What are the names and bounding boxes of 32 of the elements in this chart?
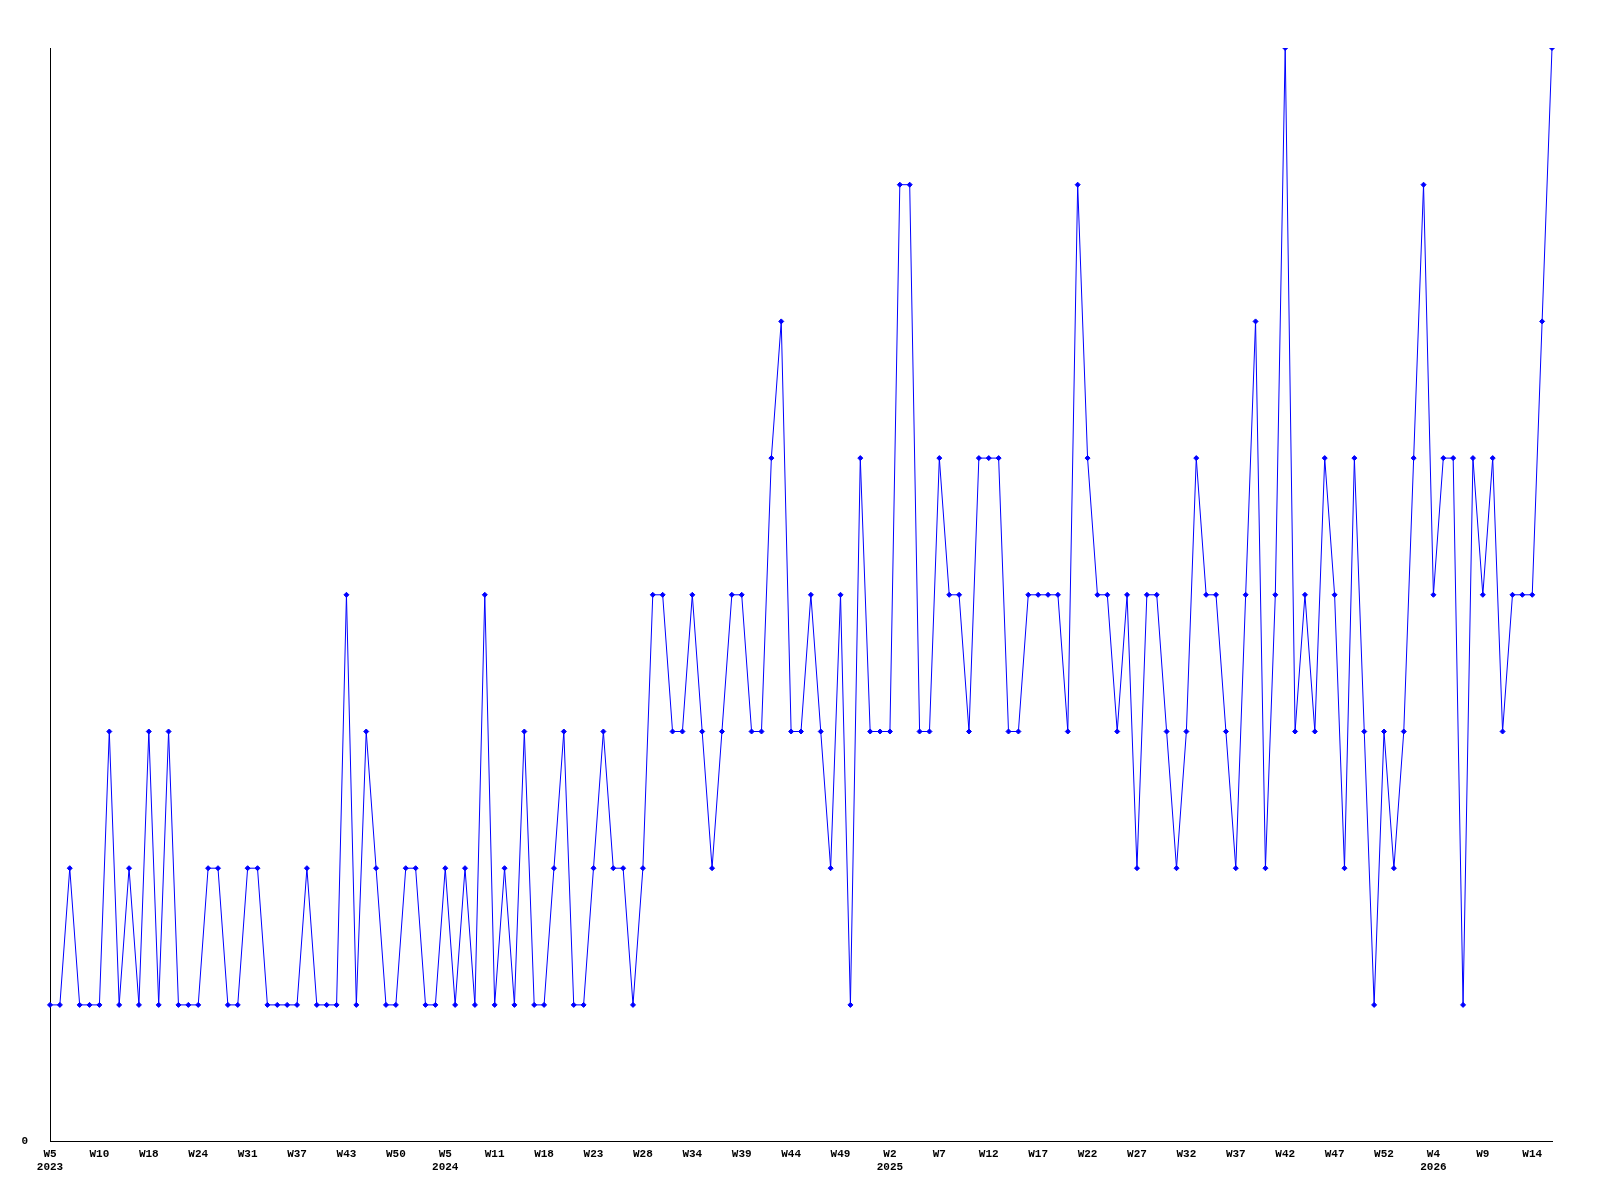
x-tick-label: W2 2025 xyxy=(876,1147,904,1174)
x-tick-label: W24 xyxy=(188,1147,209,1160)
x-tick-label: W12 xyxy=(978,1147,999,1160)
x-tick-label: W32 xyxy=(1176,1147,1197,1160)
x-tick-label: W7 xyxy=(932,1147,946,1160)
x-tick-label: W5 2024 xyxy=(432,1147,459,1174)
x-tick-label: W31 xyxy=(237,1147,258,1160)
text: 0 xyxy=(21,1135,28,1148)
x-tick-label: W43 xyxy=(336,1147,357,1160)
x-tick-label: W18 xyxy=(534,1147,555,1160)
x-tick-label: W22 xyxy=(1077,1147,1098,1160)
x-tick-label: W23 xyxy=(583,1147,604,1160)
x-tick-label: W4 2026 xyxy=(1420,1147,1447,1174)
x-tick-label: W9 xyxy=(1476,1147,1490,1160)
x-tick-label: W11 xyxy=(484,1147,505,1160)
x-tick-label: W37 xyxy=(1225,1147,1246,1160)
x-tick-label: W49 xyxy=(830,1147,851,1160)
x-tick-label: W17 xyxy=(1028,1147,1049,1160)
x-tick-label: W14 xyxy=(1522,1147,1543,1160)
x-tick-label: W34 xyxy=(682,1147,703,1160)
x-tick-label: W28 xyxy=(632,1147,654,1160)
x-tick-label: W50 xyxy=(385,1147,406,1160)
x-tick-label: W52 xyxy=(1374,1147,1394,1160)
x-tick-label: W10 xyxy=(89,1147,110,1160)
x-tick-label: W44 xyxy=(781,1147,802,1160)
x-tick-label: W5 2023 xyxy=(36,1147,64,1174)
x-tick-label: W42 xyxy=(1275,1147,1296,1160)
x-tick-label: W37 xyxy=(287,1147,307,1160)
x-tick-label: W18 xyxy=(138,1147,160,1160)
x-tick-label: W47 xyxy=(1324,1147,1345,1160)
x-tick-label: W39 xyxy=(731,1147,752,1160)
x-tick-label: W27 xyxy=(1127,1147,1147,1160)
